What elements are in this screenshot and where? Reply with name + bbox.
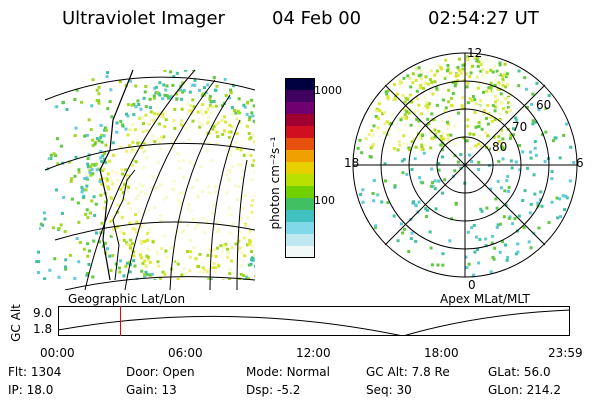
colorbar-segment xyxy=(285,234,315,247)
footer-gc-alt: GC Alt: 7.8 Re xyxy=(366,365,450,379)
colorbar-segment xyxy=(285,114,315,127)
time-label: 02:54:27 UT xyxy=(428,8,539,29)
footer-gain: Gain: 13 xyxy=(126,383,177,397)
colorbar-segment xyxy=(285,90,315,103)
footer-mode: Mode: Normal xyxy=(246,365,330,379)
colorbar-segment xyxy=(285,102,315,115)
mlt-label-6: 6 xyxy=(576,156,584,170)
colorbar-segment xyxy=(285,138,315,151)
footer-seq: Seq: 30 xyxy=(366,383,412,397)
polar-mlat-mlt-image xyxy=(352,52,578,278)
colorbar-segment xyxy=(285,126,315,139)
mlt-label-18: 18 xyxy=(344,156,360,170)
colorbar-segment xyxy=(285,78,315,91)
colorbar-segment xyxy=(285,198,315,211)
xtick-2359: 23:59 xyxy=(548,346,583,360)
footer-flt: Flt: 1304 xyxy=(8,365,62,379)
altitude-ytick-9: 9.0 xyxy=(33,306,53,320)
right-panel-caption: Apex MLat/MLT xyxy=(440,292,530,306)
mlt-label-0: 0 xyxy=(468,278,476,292)
colorbar-segment xyxy=(285,186,315,199)
footer-door: Door: Open xyxy=(126,365,195,379)
mlat-label-60: 60 xyxy=(536,98,552,112)
instrument-title: Ultraviolet Imager xyxy=(62,8,225,29)
mlt-label-12: 12 xyxy=(467,46,483,60)
colorbar-tick-100: 100 xyxy=(314,194,335,207)
xtick-1200: 12:00 xyxy=(296,346,331,360)
date-label: 04 Feb 00 xyxy=(272,8,362,29)
colorbar-label: photon cm⁻²s⁻¹ xyxy=(268,136,282,230)
colorbar-segment xyxy=(285,162,315,175)
mlat-label-70: 70 xyxy=(512,120,528,134)
altitude-ylabel: GC Alt xyxy=(9,304,23,342)
colorbar-segment xyxy=(285,210,315,223)
altitude-plot xyxy=(58,306,570,336)
colorbar-tick-1000: 1000 xyxy=(314,84,342,97)
footer-ip: IP: 18.0 xyxy=(8,383,54,397)
mlat-label-80: 80 xyxy=(492,140,508,154)
footer-glon: GLon: 214.2 xyxy=(488,383,561,397)
footer-glat: GLat: 56.0 xyxy=(488,365,551,379)
xtick-1800: 18:00 xyxy=(424,346,459,360)
xtick-0000: 00:00 xyxy=(40,346,75,360)
colorbar-segment xyxy=(285,150,315,163)
colorbar-segment xyxy=(285,222,315,235)
footer-dsp: Dsp: -5.2 xyxy=(246,383,301,397)
colorbar-segment xyxy=(285,174,315,187)
colorbar-segment xyxy=(285,246,315,258)
geographic-auroral-image xyxy=(33,69,256,290)
altitude-ytick-1-8: 1.8 xyxy=(33,322,53,336)
colorbar xyxy=(285,78,315,258)
left-panel-caption: Geographic Lat/Lon xyxy=(68,292,186,306)
xtick-0600: 06:00 xyxy=(168,346,203,360)
